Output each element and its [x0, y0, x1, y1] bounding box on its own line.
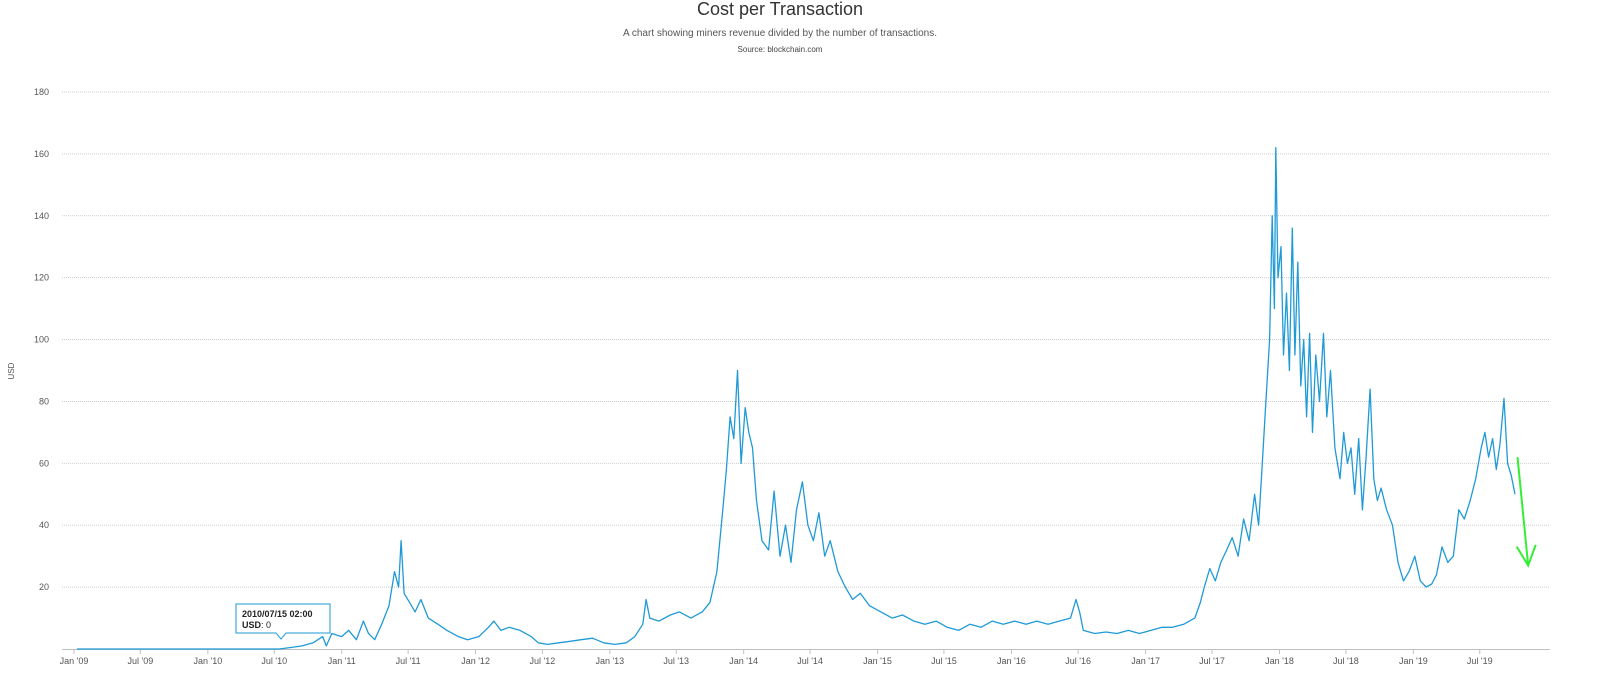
tooltip-value: : 0 [261, 620, 271, 630]
y-tick-label: 160 [34, 149, 49, 159]
series-layer [76, 147, 1516, 650]
annotation-layer [1515, 457, 1537, 568]
x-tick-label: Jan '11 [328, 656, 356, 666]
grid-layer: 20 40 60 80 100 120 140 160 180 [34, 87, 1550, 592]
x-tick-label: Jan '17 [1131, 656, 1160, 666]
y-tick-label: 140 [34, 211, 49, 221]
y-tick-label: 40 [39, 520, 49, 530]
tooltip-series-label: USD [242, 620, 262, 630]
x-tick-label: Jan '16 [997, 656, 1026, 666]
x-tick-label: Jul '10 [261, 656, 287, 666]
y-tick-label: 120 [34, 273, 49, 283]
x-tick-label: Jul '15 [931, 656, 957, 666]
x-tick-label: Jan '14 [729, 656, 758, 666]
x-tick-label: Jul '18 [1333, 656, 1359, 666]
tooltip-box [235, 603, 331, 640]
x-tick-label: Jul '17 [1199, 656, 1225, 666]
x-tick-label: Jul '12 [529, 656, 555, 666]
annotation-arrow-shaft [1516, 457, 1530, 566]
y-tick-label: 180 [34, 87, 49, 97]
y-axis-title: USD [7, 362, 16, 379]
x-tick-label: Jul '13 [663, 656, 689, 666]
x-tick-label: Jan '18 [1265, 656, 1294, 666]
y-tick-label: 80 [39, 396, 49, 406]
tooltip-date: 2010/07/15 02:00 [242, 609, 313, 619]
tooltip: 2010/07/15 02:00 USD: 0 [235, 603, 331, 640]
x-tick-label: Jul '16 [1065, 656, 1091, 666]
x-tick-label: Jan '13 [595, 656, 624, 666]
x-tick-label: Jan '19 [1399, 656, 1428, 666]
annotation-arrow-head [1515, 544, 1537, 568]
x-tick-label: Jul '14 [797, 656, 823, 666]
x-tick-label: Jul '11 [396, 656, 421, 666]
chart-subtitle: A chart showing miners revenue divided b… [623, 28, 937, 39]
chart-source: Source: blockchain.com [738, 45, 823, 54]
x-tick-label: Jul '19 [1467, 656, 1493, 666]
y-tick-label: 60 [39, 458, 49, 468]
series-line [76, 147, 1516, 650]
x-tick-label: Jan '15 [863, 656, 892, 666]
x-tick-label: Jan '10 [193, 656, 222, 666]
chart-title: Cost per Transaction [697, 0, 863, 19]
x-axis: Jan '09 Jul '09 Jan '10 Jul '10 Jan '11 Jul '… [60, 649, 1550, 666]
y-tick-label: 20 [39, 582, 49, 592]
tooltip-value-line: USD: 0 [242, 620, 271, 630]
x-tick-label: Jul '09 [128, 656, 154, 666]
x-tick-label: Jan '12 [461, 656, 490, 666]
x-tick-label: Jan '09 [60, 656, 89, 666]
y-tick-label: 100 [34, 335, 49, 345]
